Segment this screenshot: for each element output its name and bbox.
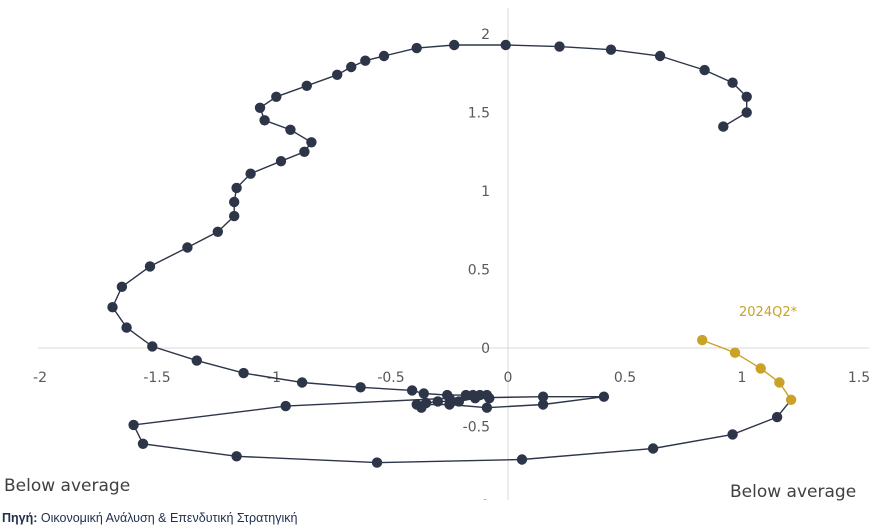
source-prefix: Πηγή: <box>2 511 38 525</box>
data-point <box>378 50 390 62</box>
data-point <box>418 388 429 399</box>
x-tick-label: 0.5 <box>614 370 636 386</box>
data-point <box>346 61 357 73</box>
x-tick-label: 0 <box>504 370 513 386</box>
data-point <box>774 377 785 388</box>
y-tick-label: 1 <box>481 184 490 200</box>
label-below-average-left: Below average <box>4 476 131 496</box>
data-point <box>699 64 710 76</box>
data-point <box>411 42 422 54</box>
x-tick-label: 1 <box>738 370 747 386</box>
data-point <box>116 281 128 292</box>
y-tick-label: 1.5 <box>468 106 490 122</box>
data-point <box>647 443 659 454</box>
chart: -2-1.5-1-0.500.511.5-1-0.50.511.520 2024… <box>33 8 870 500</box>
data-point <box>231 182 242 194</box>
data-point <box>128 419 139 431</box>
series-points <box>107 39 797 468</box>
axes <box>38 8 869 500</box>
data-point <box>147 341 158 352</box>
data-point <box>432 396 443 407</box>
data-point <box>771 411 783 423</box>
data-point <box>280 400 291 412</box>
label-below-average-right: Below average <box>730 482 857 502</box>
data-point <box>121 322 132 333</box>
y-tick-label: -1 <box>476 498 490 500</box>
data-point <box>785 394 797 405</box>
y-tick-label: 0 <box>481 341 490 357</box>
data-point <box>306 137 317 148</box>
data-point <box>245 168 256 179</box>
data-point <box>598 391 610 402</box>
data-point <box>332 69 343 81</box>
annotation-2024q2: 2024Q2* <box>739 305 798 320</box>
data-point <box>453 396 465 407</box>
data-point <box>481 402 493 413</box>
data-point <box>107 302 118 313</box>
x-tick-label: -0.5 <box>377 370 404 386</box>
data-point <box>516 454 528 465</box>
data-point <box>727 429 738 440</box>
data-point <box>301 80 312 92</box>
data-point <box>537 391 549 402</box>
data-point <box>470 393 481 404</box>
data-point <box>254 102 266 114</box>
y-tick-label: 0.5 <box>468 263 490 279</box>
x-tick-label: -2 <box>33 370 47 386</box>
data-point <box>741 107 752 118</box>
y-tick-label: 2 <box>481 27 490 43</box>
data-point <box>697 334 708 346</box>
data-point <box>500 39 511 51</box>
data-point <box>406 385 418 396</box>
data-point <box>554 41 565 52</box>
series-line-1 <box>701 339 792 401</box>
data-point <box>229 196 240 208</box>
data-point <box>144 261 156 272</box>
data-point <box>296 377 308 388</box>
data-point <box>137 438 149 449</box>
data-point <box>355 382 366 393</box>
source-text: Οικονομική Ανάλυση & Επενδυτική Στρατηγι… <box>40 511 298 525</box>
data-point <box>182 242 193 253</box>
data-point <box>484 393 495 404</box>
data-point <box>411 399 422 410</box>
data-point <box>755 363 766 374</box>
data-point <box>275 156 287 167</box>
tick-labels: -2-1.5-1-0.500.511.5-1-0.50.511.520 <box>33 27 870 500</box>
data-point <box>285 124 296 135</box>
data-point <box>449 39 460 51</box>
data-point <box>718 121 729 132</box>
data-point <box>259 115 270 126</box>
data-point <box>654 50 666 62</box>
data-point <box>229 210 240 222</box>
data-point <box>191 355 202 366</box>
data-point <box>537 399 549 410</box>
x-tick-label: 1.5 <box>848 370 870 386</box>
data-point <box>729 347 741 358</box>
data-point <box>360 55 371 66</box>
x-tick-label: -1.5 <box>143 370 170 386</box>
data-point <box>727 77 738 88</box>
data-point <box>231 451 242 462</box>
data-point <box>371 457 383 468</box>
data-point <box>741 91 752 103</box>
data-point <box>271 91 282 103</box>
data-point <box>212 226 223 237</box>
data-point <box>238 367 249 379</box>
data-point <box>299 146 310 157</box>
data-point <box>605 44 617 55</box>
source-note: Πηγή: Οικονομική Ανάλυση & Επενδυτική Στ… <box>2 511 297 525</box>
y-tick-label: -0.5 <box>463 420 490 436</box>
data-point <box>444 393 455 404</box>
